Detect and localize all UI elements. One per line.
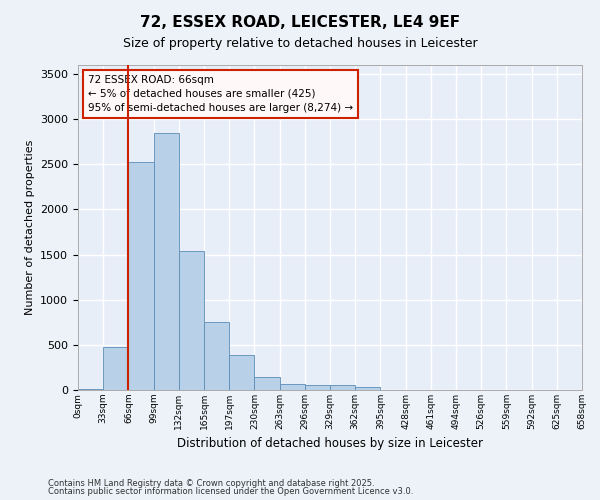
Bar bbox=[103, 346, 128, 390]
Text: Contains HM Land Registry data © Crown copyright and database right 2025.: Contains HM Land Registry data © Crown c… bbox=[48, 478, 374, 488]
Bar bbox=[305, 385, 330, 390]
Bar bbox=[154, 132, 179, 390]
Text: 72, ESSEX ROAD, LEICESTER, LE4 9EF: 72, ESSEX ROAD, LEICESTER, LE4 9EF bbox=[140, 15, 460, 30]
Bar bbox=[128, 162, 154, 390]
Text: Size of property relative to detached houses in Leicester: Size of property relative to detached ho… bbox=[122, 38, 478, 51]
Bar bbox=[179, 251, 204, 390]
Bar bbox=[280, 384, 305, 390]
Text: 72 ESSEX ROAD: 66sqm
← 5% of detached houses are smaller (425)
95% of semi-detac: 72 ESSEX ROAD: 66sqm ← 5% of detached ho… bbox=[88, 74, 353, 113]
Bar bbox=[229, 355, 254, 390]
Bar bbox=[355, 388, 380, 390]
Y-axis label: Number of detached properties: Number of detached properties bbox=[25, 140, 35, 315]
Bar bbox=[330, 384, 355, 390]
Bar bbox=[78, 388, 103, 390]
Text: Contains public sector information licensed under the Open Government Licence v3: Contains public sector information licen… bbox=[48, 487, 413, 496]
Bar bbox=[254, 378, 280, 390]
Bar bbox=[204, 322, 229, 390]
X-axis label: Distribution of detached houses by size in Leicester: Distribution of detached houses by size … bbox=[177, 438, 483, 450]
